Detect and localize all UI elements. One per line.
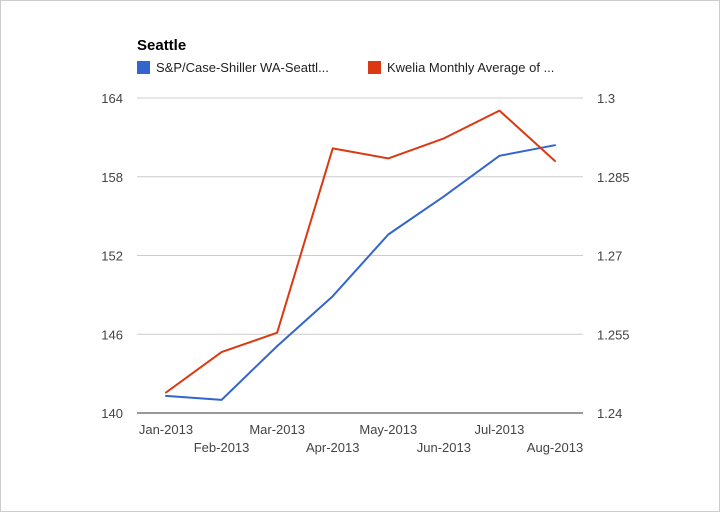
left-axis: 140 146 152 158 164 [101,91,123,421]
x-tick-label: Jun-2013 [417,440,471,455]
left-tick-label: 140 [101,406,123,421]
x-tick-label: Apr-2013 [306,440,359,455]
right-tick-label: 1.3 [597,91,615,106]
right-tick-label: 1.285 [597,170,630,185]
legend-label-series-1[interactable]: S&P/Case-Shiller WA-Seattl... [156,60,329,75]
right-tick-label: 1.24 [597,406,622,421]
legend-swatch-series-1 [137,61,150,74]
right-axis: 1.24 1.255 1.27 1.285 1.3 [597,91,630,421]
left-tick-label: 146 [101,327,123,342]
series-line-2[interactable] [165,109,556,394]
x-tick-label: Jan-2013 [139,422,193,437]
right-tick-label: 1.27 [597,249,622,264]
gridlines [137,97,583,414]
legend: S&P/Case-Shiller WA-Seattl... Kwelia Mon… [137,60,554,75]
legend-swatch-series-2 [368,61,381,74]
right-tick-label: 1.255 [597,327,630,342]
left-tick-label: 158 [101,170,123,185]
left-tick-label: 164 [101,91,123,106]
x-tick-label: May-2013 [359,422,417,437]
x-tick-label: Aug-2013 [527,440,583,455]
chart-title: Seattle [137,37,186,54]
x-tick-label: Mar-2013 [249,422,305,437]
x-tick-label: Jul-2013 [474,422,524,437]
left-tick-label: 152 [101,249,123,264]
series-line-1[interactable] [165,144,556,401]
series-lines [165,109,556,401]
legend-label-series-2[interactable]: Kwelia Monthly Average of ... [387,60,554,75]
x-tick-label: Feb-2013 [194,440,250,455]
